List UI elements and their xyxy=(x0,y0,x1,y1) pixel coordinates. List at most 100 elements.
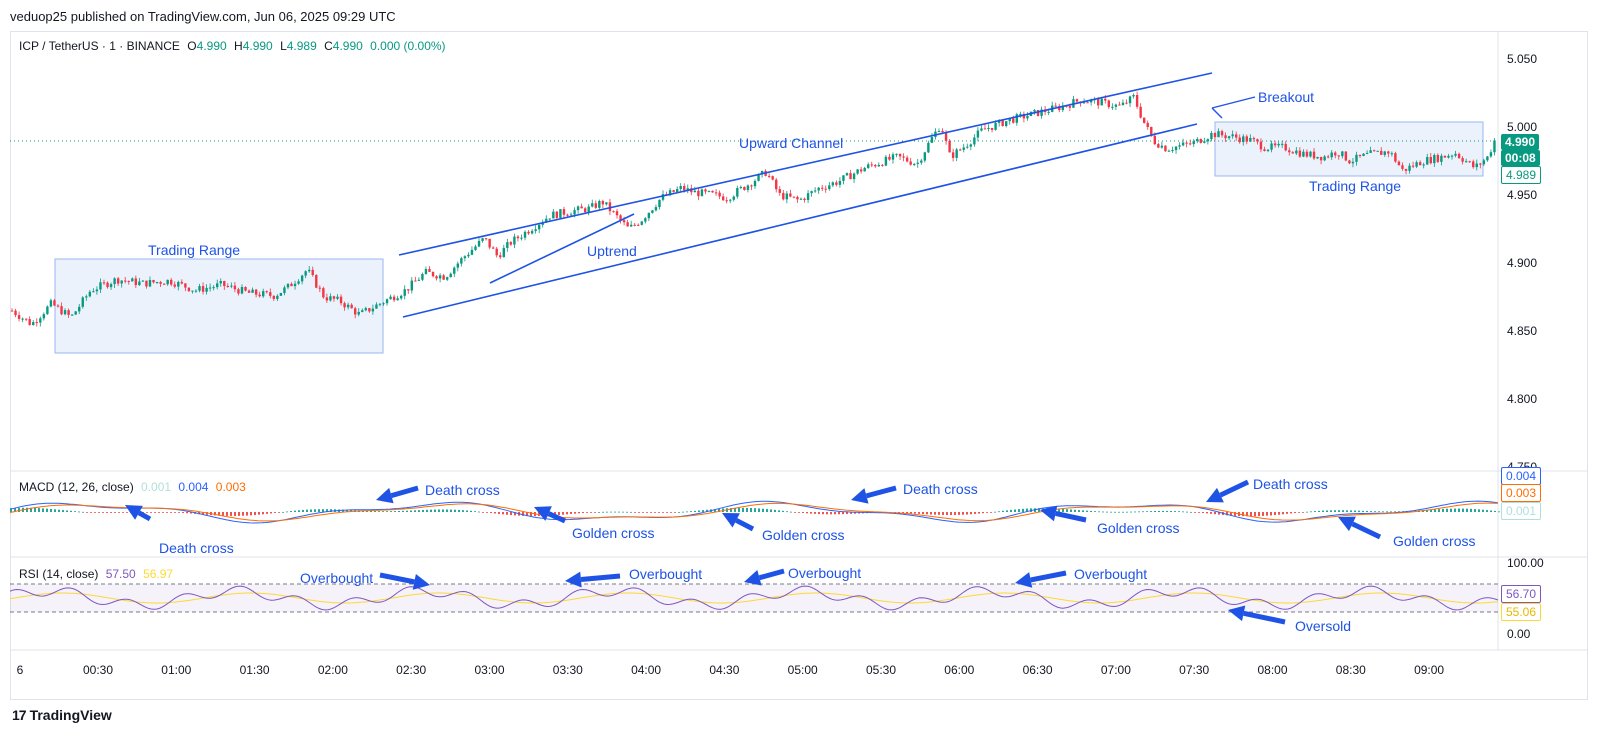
candle-body xyxy=(166,279,169,285)
macd-hist-bar xyxy=(750,507,752,512)
macd-hist-bar xyxy=(986,512,988,513)
macd-hist-bar xyxy=(1170,510,1172,512)
candle-body xyxy=(14,310,17,316)
price-tick-label: 4.950 xyxy=(1507,188,1537,202)
macd-hist-bar xyxy=(154,512,156,513)
candle-body xyxy=(598,200,601,208)
candle-body xyxy=(576,206,580,211)
open-label: O xyxy=(187,39,197,53)
candle-body xyxy=(1164,145,1167,152)
candle-body xyxy=(1440,155,1443,162)
candle-body xyxy=(1351,161,1355,164)
macd-hist-bar xyxy=(902,512,904,514)
candle-body xyxy=(1316,156,1319,159)
annotation-golden-cross-3: Golden cross xyxy=(1097,520,1179,536)
annotation-arrow-head xyxy=(1338,516,1356,532)
macd-histogram xyxy=(10,507,1500,517)
candle-body xyxy=(113,278,116,285)
last-price-badge: 4.990 xyxy=(1501,134,1540,150)
candle-body xyxy=(1341,151,1344,157)
candle-body xyxy=(746,185,750,190)
macd-hist-bar xyxy=(774,509,776,512)
candle-body xyxy=(1234,134,1238,138)
candle-body xyxy=(569,214,573,216)
macd-hist-bar xyxy=(202,512,204,515)
annotation-arrow-shaft xyxy=(137,510,152,522)
candle-body xyxy=(637,224,640,226)
rsi-label[interactable]: RSI (14, close) xyxy=(19,567,99,581)
macd-hist-bar xyxy=(286,511,288,513)
candle-body xyxy=(350,304,353,309)
candle-body xyxy=(1450,155,1454,157)
candle-body xyxy=(810,191,813,194)
macd-hist-bar xyxy=(1426,509,1428,512)
macd-hist-bar xyxy=(1018,509,1020,512)
macd-hist-bar xyxy=(1482,509,1484,512)
candle-body xyxy=(658,199,661,208)
candle-body xyxy=(1263,149,1266,151)
candle-body xyxy=(1358,154,1362,157)
footer-brand[interactable]: 17 TradingView xyxy=(12,707,112,723)
candle-body xyxy=(1433,155,1436,164)
price-tick-label: 5.000 xyxy=(1507,120,1537,134)
candle-body xyxy=(530,231,534,234)
high-value: 4.990 xyxy=(242,39,273,53)
macd-hist-bar xyxy=(426,509,428,512)
price-tick-label: 4.800 xyxy=(1507,392,1537,406)
macd-hist-bar xyxy=(1182,511,1184,513)
candle-body xyxy=(516,236,520,239)
annotation-breakout: Breakout xyxy=(1258,89,1314,105)
macd-hist-bar xyxy=(410,510,412,512)
candle-body xyxy=(1468,161,1471,163)
candle-body xyxy=(704,189,707,192)
symbol-label[interactable]: ICP / TetherUS · 1 · BINANCE xyxy=(19,39,180,53)
candle-body xyxy=(286,283,290,288)
annotation-arrow-head xyxy=(1206,487,1224,503)
candle-body xyxy=(495,248,498,256)
candle-body xyxy=(223,281,226,286)
annotation-arrow-shaft xyxy=(735,518,755,532)
macd-hist-bar xyxy=(1362,510,1364,512)
candle-body xyxy=(428,269,431,272)
macd-hist-bar xyxy=(842,512,844,515)
macd-hist-bar xyxy=(650,512,652,513)
candle-body xyxy=(1404,168,1408,171)
macd-hist-bar xyxy=(1014,509,1016,512)
candle-body xyxy=(49,300,53,307)
macd-hist-bar xyxy=(834,512,836,515)
candle-body xyxy=(718,192,721,197)
macd-hist-bar xyxy=(1110,511,1112,513)
price-tick-label: 5.050 xyxy=(1507,52,1537,66)
candle-body xyxy=(757,174,760,181)
macd-hist-bar xyxy=(98,512,100,513)
candle-body xyxy=(1058,106,1061,111)
candle-body xyxy=(1188,143,1192,145)
candle-body xyxy=(304,271,307,276)
macd-hist-bar xyxy=(342,509,344,512)
macd-hist-bar xyxy=(1026,508,1028,512)
macd-hist-bar xyxy=(950,512,952,516)
macd-hist-bar xyxy=(1398,511,1400,513)
macd-hist-bar xyxy=(790,511,792,513)
candle-body xyxy=(1008,118,1011,122)
macd-hist-bar xyxy=(18,507,20,512)
macd-hist-bar xyxy=(34,507,36,512)
macd-hist-bar xyxy=(498,512,500,514)
candle-body xyxy=(244,286,247,291)
candle-body xyxy=(1019,113,1022,115)
candle-body xyxy=(1096,99,1100,106)
candle-body xyxy=(1157,144,1160,148)
candle-body xyxy=(247,290,251,293)
macd-hist-bar xyxy=(442,509,444,512)
macd-label[interactable]: MACD (12, 26, close) xyxy=(19,480,134,494)
macd-hist-bar xyxy=(374,511,376,512)
macd-hist-bar xyxy=(670,512,672,513)
macd-hist-bar xyxy=(1450,508,1452,512)
chart-frame xyxy=(10,31,1588,700)
macd-line xyxy=(9,500,1499,524)
candle-body xyxy=(1181,142,1185,146)
candle-body xyxy=(831,182,835,186)
macd-hist-bar xyxy=(110,512,112,513)
candle-body xyxy=(1277,143,1280,146)
candle-body xyxy=(937,131,941,133)
